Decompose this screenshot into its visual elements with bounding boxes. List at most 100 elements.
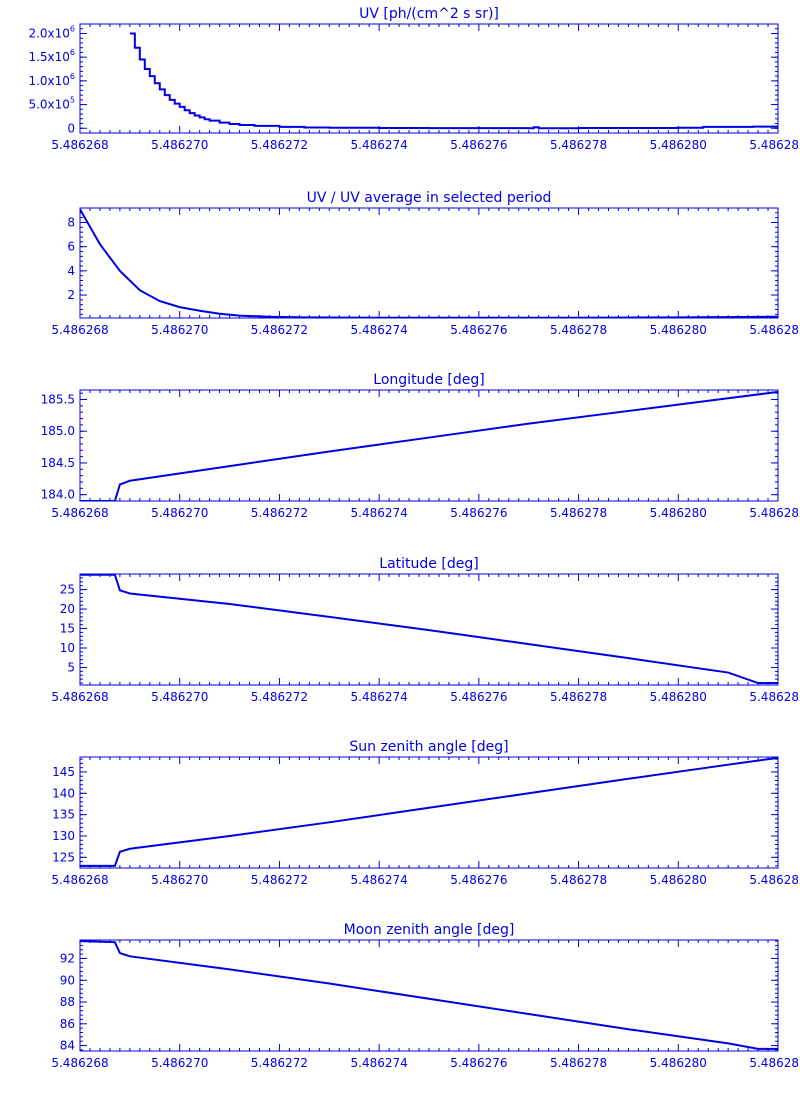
x-tick-label: 5.486272 [251,506,308,520]
y-tick-label-exponent: 5 [70,96,75,105]
x-tick-label: 5.486272 [251,873,308,887]
x-tick-label: 5.486274 [351,138,408,152]
plot-frame [79,756,779,869]
y-tick-label: 92 [60,952,75,966]
y-tick-label: 86 [60,1017,75,1031]
y-tick-label-base: 5 [67,660,75,674]
x-tick-label: 5.486270 [151,323,208,337]
x-tick-label: 5.486274 [351,323,408,337]
x-tick-label: 5.486280 [650,873,707,887]
plot-frame [79,207,779,319]
y-tick-label: 185.5 [41,393,75,407]
y-tick-label-base: 0 [67,121,75,135]
x-tick-label: 5.486272 [251,690,308,704]
y-tick-label-base: 135 [52,808,75,822]
y-tick-label: 90 [60,973,75,987]
x-tick-label: 5.486278 [550,506,607,520]
x-tick-label: 5.486280 [650,1056,707,1070]
y-tick-label: 185.0 [41,424,75,438]
y-tick-label: 135 [52,808,75,822]
panel-1: UV [ph/(cm^2 s sr)] 5.486268 5.486270 5.486… [28,6,800,152]
x-tick-label: 5.486276 [450,690,507,704]
y-tick-label-base: 92 [60,952,75,966]
x-tick-label: 5.486278 [550,690,607,704]
x-tick-label: 5.486272 [251,138,308,152]
x-tick-label: 5.486280 [650,506,707,520]
plot-frame [79,389,779,502]
y-tick-label: 8 [67,216,75,230]
panel-3: Longitude [deg] 5.486268 5.486270 5.486272 5… [41,372,800,520]
y-tick-label-base: 84 [60,1039,75,1053]
plot-frame [79,23,779,134]
y-tick-label-base: 1.5x10 [28,50,69,64]
y-tick-label: 140 [52,786,75,800]
y-tick-label: 4 [67,264,75,278]
panel-title: Sun zenith angle [deg] [349,739,508,755]
y-tick-label: 184.5 [41,456,75,470]
series-line [80,757,778,867]
x-tick-label: 5.486274 [351,1056,408,1070]
panel-title: Longitude [deg] [373,372,484,388]
y-tick-label: 1.5x106 [28,48,75,64]
y-tick-label: 5.0x105 [28,96,75,112]
y-tick-label: 25 [60,583,75,597]
y-tick-label: 84 [60,1039,75,1053]
y-tick-label-base: 88 [60,995,75,1009]
panel-title: Moon zenith angle [deg] [344,922,515,938]
y-tick-label: 10 [60,641,75,655]
y-tick-label: 125 [52,850,75,864]
y-tick-label: 184.0 [41,488,75,502]
x-tick-label: 5.486268 [51,323,108,337]
panel-4: Latitude [deg] 5.486268 5.486270 5.486272 5.… [51,556,800,704]
y-tick-label: 88 [60,995,75,1009]
y-tick-label-base: 2 [67,288,75,302]
y-tick-label: 6 [67,240,75,254]
series-line [129,32,778,130]
x-tick-label: 5.486268 [51,506,108,520]
y-tick-label-base: 10 [60,641,75,655]
x-tick-label: 5.486270 [151,873,208,887]
y-tick-label-base: 1.0x10 [28,74,69,88]
x-tick-label: 5.486268 [51,1056,108,1070]
panel-5: Sun zenith angle [deg] 5.486268 5.486270 5.… [51,739,800,887]
panel-2: UV / UV average in selected period 5.4862… [51,190,800,337]
y-tick-label-base: 185.5 [41,393,75,407]
y-tick-label-exponent: 6 [70,24,75,33]
y-tick-label-base: 8 [67,216,75,230]
x-tick-label: 5.486272 [251,323,308,337]
x-tick-label: 5.486280 [650,690,707,704]
y-tick-label-exponent: 6 [70,48,75,57]
x-tick-label: 5.486272 [251,1056,308,1070]
y-tick-label-base: 5.0x10 [28,98,69,112]
y-tick-label: 15 [60,622,75,636]
y-tick-label: 0 [67,121,75,135]
y-tick-label-base: 25 [60,583,75,597]
y-tick-label-base: 4 [67,264,75,278]
series-line [80,208,778,318]
y-tick-label-base: 130 [52,829,75,843]
panel-title: UV / UV average in selected period [307,190,552,206]
x-tick-label: 5.486270 [151,1056,208,1070]
x-tick-label: 5.486268 [51,690,108,704]
y-tick-label-base: 145 [52,765,75,779]
y-tick-label-base: 140 [52,786,75,800]
x-tick-label: 5.486270 [151,138,208,152]
y-tick-label-base: 125 [52,850,75,864]
series-line [80,574,778,685]
series-line [80,390,778,501]
y-tick-label: 20 [60,602,75,616]
x-tick-label: 5.486274 [351,506,408,520]
x-tick-label: 5.486278 [550,1056,607,1070]
plot-frame [79,939,779,1052]
x-tick-label: 5.486278 [550,138,607,152]
y-tick-label-base: 184.5 [41,456,75,470]
y-tick-label-base: 184.0 [41,488,75,502]
x-tick-label: 5.486276 [450,138,507,152]
y-tick-label: 130 [52,829,75,843]
